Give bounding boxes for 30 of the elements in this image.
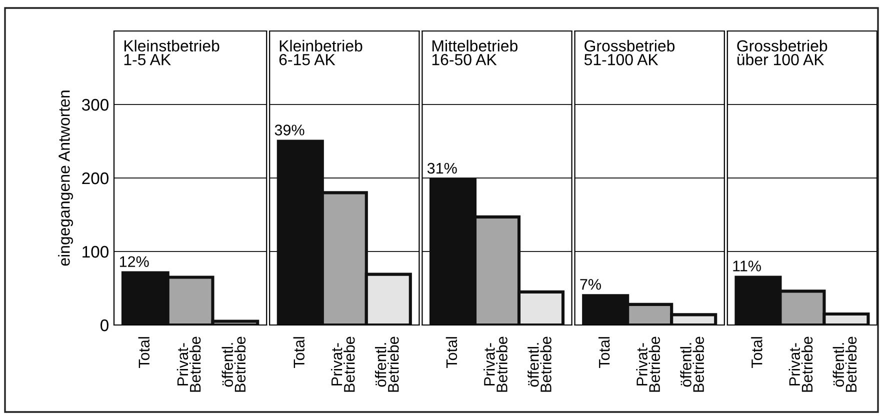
x-tick-label: Privat- Betriebe [636,336,660,392]
text: Grossbetrieb 51-100 AK [584,40,675,66]
x-tick-label: Total [446,337,458,368]
x-tick-label: Total [598,337,610,368]
annotation: 39% [274,124,304,136]
x-tick-label: Privat- Betriebe [484,336,508,392]
y-tick-label: 0 [100,319,108,332]
x-tick-label: Privat- Betriebe [330,336,355,392]
text: Kleinstbetrieb 1-5 AK [124,40,220,66]
text: Kleinbetrieb 6-15 AK [279,40,362,66]
x-tick-label: Total [751,337,762,368]
x-tick-label: Total [138,337,150,368]
y-tick-label: 100 [82,246,108,258]
annotation: 31% [427,162,457,174]
y-tick-label: 300 [82,98,108,111]
text: Grossbetrieb über 100 AK [737,40,828,66]
y-tick-label: 200 [82,172,108,184]
x-tick-label: öffentl. Betriebe [374,336,399,392]
annotation: 11% [733,260,761,272]
text: Mittelbetrieb 16-50 AK [432,40,518,66]
x-tick-label: öffentl. Betriebe [528,336,552,392]
y-axis-title: eingegangene Antworten [58,90,73,266]
x-tick-label: öffentl. Betriebe [222,336,246,392]
x-tick-label: Total [293,337,304,368]
annotation: 12% [120,256,149,267]
x-tick-label: öffentl. Betriebe [832,336,857,392]
x-tick-label: öffentl. Betriebe [680,336,704,392]
annotation: 7% [580,279,601,290]
x-tick-label: Privat- Betriebe [176,336,201,392]
x-tick-label: Privat- Betriebe [788,336,813,392]
